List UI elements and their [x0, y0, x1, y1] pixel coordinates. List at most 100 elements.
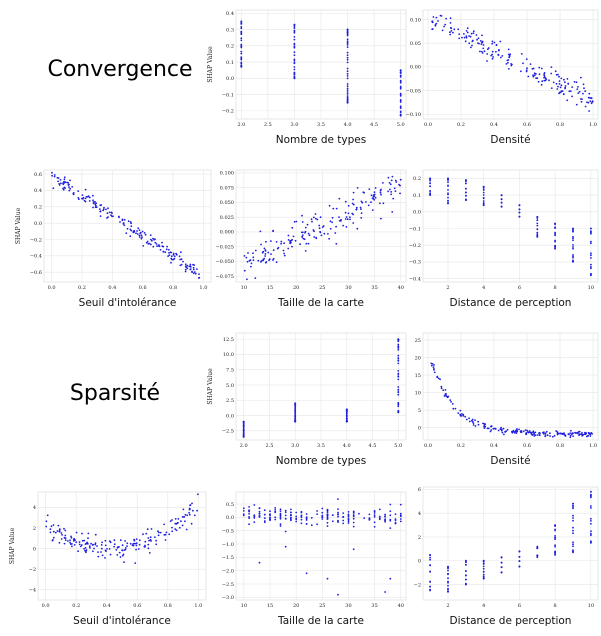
data-point [397, 340, 400, 343]
data-point [518, 560, 521, 562]
data-point [116, 554, 119, 556]
data-point [475, 34, 478, 36]
data-point [483, 427, 486, 429]
data-point [240, 22, 243, 24]
data-point [572, 246, 574, 248]
x-tick-label: 0.8 [556, 122, 564, 128]
data-point [380, 193, 382, 196]
data-point [490, 54, 493, 57]
data-point [399, 85, 402, 88]
data-point [113, 545, 115, 548]
data-point [482, 559, 485, 562]
data-point [263, 509, 266, 512]
y-tick-label: −1.5 [222, 555, 234, 561]
data-point [449, 17, 452, 19]
data-point [449, 33, 452, 36]
data-point [591, 100, 594, 102]
data-point [429, 190, 431, 193]
data-point [580, 98, 582, 100]
data-point [159, 248, 162, 251]
data-point [533, 72, 536, 75]
data-point [124, 547, 127, 549]
data-point [186, 514, 189, 517]
data-point [257, 259, 260, 262]
data-point [465, 194, 467, 197]
y-tick-label: −0.075 [215, 274, 234, 280]
data-point [589, 97, 591, 99]
data-point [346, 92, 349, 95]
data-point [479, 40, 482, 42]
data-point [492, 427, 495, 430]
data-point [552, 81, 555, 84]
x-axis-label: Taille de la carte [277, 297, 364, 309]
data-point [140, 237, 143, 240]
data-point [572, 229, 574, 231]
data-point [491, 40, 494, 43]
data-point [294, 419, 297, 421]
data-point [502, 427, 505, 430]
data-point [326, 509, 329, 512]
data-point [575, 103, 578, 106]
data-point [340, 218, 342, 221]
data-point [447, 587, 449, 590]
data-point [191, 502, 193, 505]
data-point [115, 549, 118, 551]
data-point [399, 114, 402, 117]
data-point [279, 523, 282, 526]
data-point [107, 207, 109, 210]
x-tick-label: 1.0 [589, 122, 597, 128]
y-tick-label: −2.5 [222, 429, 234, 435]
data-point [242, 507, 245, 510]
data-point [365, 201, 367, 203]
data-point [590, 507, 592, 509]
data-point [399, 178, 402, 181]
data-point [506, 428, 509, 431]
data-point [92, 202, 95, 205]
data-point [110, 211, 113, 214]
data-point [447, 189, 449, 191]
data-point [293, 75, 296, 78]
data-point [105, 550, 107, 552]
x-tick-label: 10 [241, 603, 247, 609]
data-point [590, 523, 592, 525]
data-point [399, 74, 402, 77]
data-point [460, 413, 463, 415]
data-point [121, 549, 124, 552]
data-point [145, 241, 148, 244]
y-tick-label: 0.5 [226, 502, 234, 508]
data-point [501, 55, 504, 57]
data-point [389, 188, 391, 191]
data-point [429, 564, 431, 567]
data-point [356, 187, 359, 189]
data-point [269, 519, 271, 522]
data-point [379, 191, 382, 194]
data-point [554, 535, 556, 537]
data-point [389, 503, 392, 506]
data-point [572, 532, 574, 535]
data-point [100, 204, 103, 206]
data-point [175, 529, 178, 532]
data-point [347, 517, 350, 520]
data-point [500, 429, 503, 432]
data-point [564, 86, 567, 89]
data-point [554, 70, 557, 73]
data-point [165, 248, 168, 251]
data-point [242, 436, 245, 438]
data-point [545, 430, 548, 433]
data-point [345, 412, 348, 415]
data-point [590, 495, 592, 498]
data-point [240, 62, 243, 65]
data-point [504, 430, 507, 433]
data-point [240, 33, 243, 36]
data-point [63, 180, 65, 183]
data-point [158, 531, 160, 534]
data-point [247, 252, 249, 254]
data-point [264, 253, 267, 255]
data-point [352, 512, 355, 514]
data-point [452, 31, 454, 34]
y-tick-label: 15 [415, 373, 421, 379]
y-tick-label: 2 [418, 535, 421, 541]
data-point [260, 243, 262, 246]
y-tick-label: 4 [418, 511, 421, 517]
data-point [447, 581, 449, 584]
